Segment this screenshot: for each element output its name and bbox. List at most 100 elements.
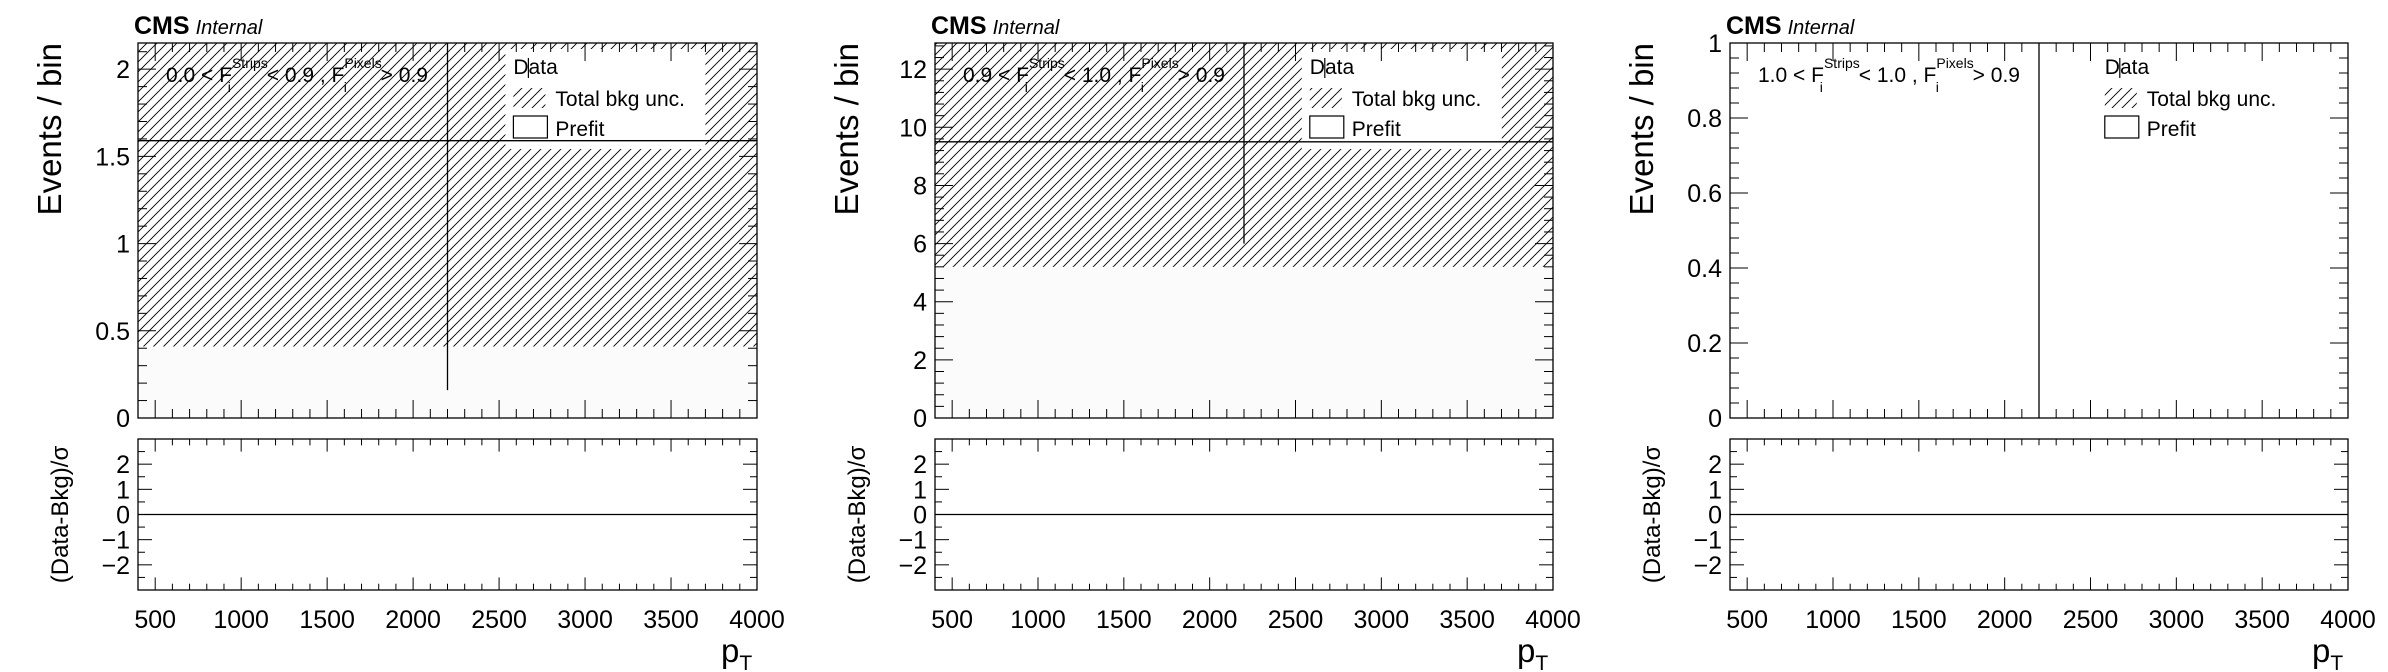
y-axis-label: Events / bin (828, 43, 865, 215)
panel-3: 500 1000 1500 2000 2500 3000 3500 4000 0 0.2 0.4 0.… (1623, 12, 2376, 672)
region-label: 0.0 < FStrips i < 0.9 , FPixels i > 0.9 (166, 55, 428, 95)
x-tick-label: 1500 (1891, 606, 1947, 634)
y-tick-label: 0.6 (1687, 180, 1722, 208)
ratio-y-tick-label: 2 (913, 451, 927, 479)
x-tick-label: 1000 (1010, 606, 1066, 634)
y-axis-label: Events / bin (1623, 43, 1660, 215)
x-tick-label: 3500 (2234, 606, 2290, 634)
x-tick-label: 2500 (1268, 606, 1324, 634)
legend-entry: Prefit (2104, 115, 2196, 141)
x-tick-label: 1500 (299, 606, 355, 634)
y-tick-label: 10 (899, 114, 927, 142)
ratio-y-tick-label: −2 (898, 552, 927, 580)
x-tick-label: 1500 (1096, 606, 1152, 634)
y-tick-label: 0.8 (1687, 105, 1722, 133)
legend-entry: Total bkg unc. (2104, 88, 2277, 111)
ratio-y-tick-label: 1 (116, 476, 130, 504)
prefit-fill (935, 266, 1553, 418)
x-tick-label: 1000 (213, 606, 269, 634)
x-tick-label: 2000 (1977, 606, 2033, 634)
ratio-y-tick-label: 2 (116, 451, 130, 479)
legend-box-swatch (512, 115, 549, 139)
legend-label: Prefit (2147, 118, 2196, 141)
x-tick-label: 500 (134, 606, 176, 634)
legend-label: Data (2105, 56, 2150, 79)
y-tick-label: 0 (116, 405, 130, 433)
x-tick-label: 500 (931, 606, 973, 634)
legend-entry: Prefit (512, 115, 605, 141)
y-tick-label: 0.2 (1687, 330, 1722, 358)
x-axis-label: pT (721, 632, 752, 672)
x-tick-label: 1000 (1805, 606, 1861, 634)
legend-label: Total bkg unc. (2147, 88, 2277, 111)
ratio-y-tick-label: 0 (116, 502, 130, 530)
legend-label: Prefit (1352, 118, 1401, 141)
x-tick-label: 4000 (2320, 606, 2376, 634)
ratio-y-tick-label: 1 (913, 476, 927, 504)
legend-label: Total bkg unc. (1352, 88, 1482, 111)
legend-entry: Data (1310, 56, 1355, 79)
y-tick-label: 0.5 (95, 318, 130, 346)
legend-entry: Total bkg unc. (513, 88, 685, 111)
y-axis-label: Events / bin (31, 43, 68, 215)
x-tick-label: 3000 (2149, 606, 2205, 634)
legend-entry: Data (513, 56, 558, 79)
x-tick-label: 2000 (385, 606, 441, 634)
legend-label: Prefit (555, 118, 604, 141)
ratio-y-tick-label: 0 (1708, 502, 1722, 530)
x-axis-label: pT (2312, 632, 2343, 672)
ratio-y-tick-label: 2 (1708, 451, 1722, 479)
legend-label: Total bkg unc. (555, 88, 685, 111)
y-tick-label: 0 (1708, 405, 1722, 433)
y-tick-label: 12 (899, 56, 927, 84)
ratio-y-axis-label: (Data-Bkg)/σ (1639, 446, 1666, 584)
legend-hatch-swatch (1309, 88, 1342, 108)
cms-label: CMS Internal (134, 12, 263, 40)
legend-entry: Prefit (1309, 115, 1401, 141)
legend-hatch-swatch (513, 88, 546, 108)
legend-box-swatch (1309, 115, 1345, 139)
legend-entry: Total bkg unc. (1309, 88, 1482, 111)
x-axis-label: pT (1517, 632, 1548, 672)
region-label: 0.9 < FStrips i < 1.0 , FPixels i > 0.9 (963, 55, 1225, 95)
x-tick-label: 3000 (1354, 606, 1410, 634)
ratio-y-tick-label: −2 (101, 552, 130, 580)
x-tick-label: 3500 (1439, 606, 1495, 634)
legend-label: Data (513, 56, 558, 79)
x-tick-label: 4000 (729, 606, 785, 634)
ratio-y-tick-label: −2 (1693, 552, 1722, 580)
y-tick-label: 0 (913, 405, 927, 433)
y-tick-label: 0.4 (1687, 255, 1722, 283)
x-tick-label: 2000 (1182, 606, 1238, 634)
x-tick-label: 3500 (643, 606, 699, 634)
ratio-y-axis-label: (Data-Bkg)/σ (844, 446, 871, 584)
panel-1: 500 1000 1500 2000 2500 3000 3500 4000 0 0.5 1 1.5 2… (31, 12, 785, 672)
y-tick-label: 1 (1708, 30, 1722, 58)
x-tick-label: 4000 (1525, 606, 1581, 634)
region-label: 1.0 < FStrips i < 1.0 , FPixels i > 0.9 (1758, 55, 2020, 95)
ratio-y-tick-label: −1 (898, 527, 927, 555)
ratio-y-tick-label: −1 (101, 527, 130, 555)
x-tick-label: 2500 (2063, 606, 2119, 634)
ratio-y-tick-label: −1 (1693, 527, 1722, 555)
ratio-y-tick-label: 1 (1708, 476, 1722, 504)
y-tick-label: 6 (913, 231, 927, 259)
y-tick-label: 1 (116, 231, 130, 259)
legend-label: Data (1310, 56, 1355, 79)
x-tick-label: 500 (1726, 606, 1768, 634)
x-tick-label: 2500 (471, 606, 527, 634)
y-tick-label: 4 (913, 289, 927, 317)
cms-label: CMS Internal (1726, 12, 1855, 40)
legend-box-swatch (2104, 115, 2140, 139)
legend-entry: Data (2105, 56, 2150, 79)
ratio-y-tick-label: 0 (913, 502, 927, 530)
ratio-y-axis-label: (Data-Bkg)/σ (47, 446, 74, 584)
y-tick-label: 1.5 (95, 143, 130, 171)
x-tick-label: 3000 (557, 606, 613, 634)
cms-label: CMS Internal (931, 12, 1060, 40)
panel-2: 500 1000 1500 2000 2500 3000 3500 4000024681012… (828, 12, 1581, 672)
y-tick-label: 2 (913, 347, 927, 375)
y-tick-label: 8 (913, 172, 927, 200)
y-tick-label: 2 (116, 56, 130, 84)
